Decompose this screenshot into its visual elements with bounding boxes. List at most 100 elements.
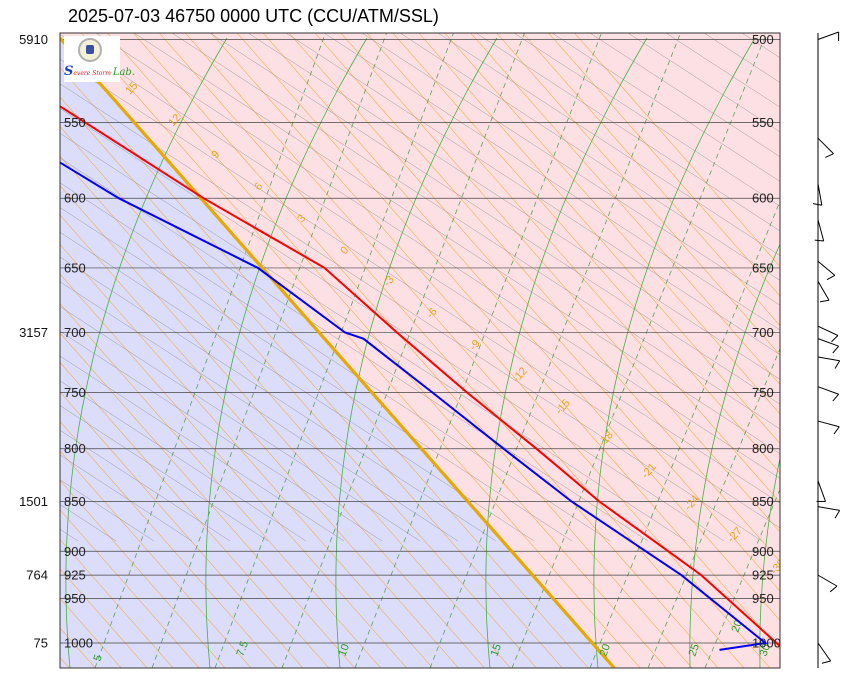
pressure-label-left: 1000 [64,636,93,651]
wind-barb [812,183,823,206]
wind-barb-staff [817,574,838,587]
isotherm-line [60,185,485,668]
isotherm-line [60,126,537,668]
isotherm-line [60,214,459,668]
lab-logo: Severe Storm Lab. [64,36,135,82]
isotherm-line [444,33,780,415]
wind-barb-staff [817,325,839,336]
pressure-label-right: 1000 [752,636,781,651]
pressure-label-left: 800 [64,441,86,456]
wind-barb-flag [834,510,841,519]
dry-adiabat-grey [60,454,193,542]
pressure-label-right: 500 [752,32,774,47]
pressure-label-left: 900 [64,544,86,559]
pressure-label-right: 925 [752,568,774,583]
dry-adiabat-grey [247,33,780,380]
pressure-label-right: 850 [752,494,774,509]
isotherm-line [158,33,719,668]
dry-adiabat-grey [60,207,573,542]
dry-adiabat-grey [60,182,611,542]
wind-barb [817,338,840,354]
isotherm-line [81,33,641,668]
isotherm-line [548,33,780,297]
height-label: 5910 [19,32,48,47]
isotherm-line [366,33,780,503]
dry-adiabat-grey [60,405,269,542]
wind-barb [817,280,830,303]
dry-adiabat-grey [171,33,780,430]
mixing-ratio-line [511,33,767,668]
wind-barb-flag [832,393,840,402]
dry-adiabat-grey [60,281,459,542]
adiabat-label: 5 [92,653,105,663]
dry-adiabat-grey [475,33,780,232]
isotherm-line [60,67,589,668]
isotherm-line [574,33,780,267]
pressure-label-right: 700 [752,325,774,340]
mixing-ratio-label: -30 [768,557,788,577]
dry-adiabat-grey [60,108,725,542]
pressure-label-right: 800 [752,441,774,456]
wind-barb-staff [817,137,834,155]
isotherm-line [60,96,563,668]
dry-adiabat-grey [0,33,40,541]
wind-barb-staff [817,642,832,662]
isotherm-line [60,244,434,668]
wind-barb-flag [812,203,822,206]
dry-adiabat-grey [60,132,687,542]
isotherm-line [60,509,200,668]
wind-barb [817,386,840,402]
saturated-adiabat [65,37,228,668]
wind-barb-staff [817,219,825,242]
wind-barb-flag [832,345,840,354]
wind-barb [817,137,834,158]
isotherm-line [314,33,780,562]
dry-adiabat-grey [818,33,850,541]
isotherm-line [0,23,26,678]
isotherm-line [470,33,780,385]
saturated-adiabat [335,37,498,668]
isotherm-line [522,33,780,326]
dry-adiabat-grey [323,33,780,331]
dry-adiabat-grey [60,157,649,542]
dry-adiabat-grey [209,33,780,405]
dry-adiabat-grey [60,58,780,529]
dry-adiabat-grey [133,33,780,455]
dry-adiabat-grey [60,306,421,542]
isotherm-line [60,421,278,668]
height-label: 3157 [19,325,48,340]
wind-barb-staff [817,338,839,347]
cold-region [60,33,615,668]
isotherm-line [60,332,356,668]
wind-barb-flag [821,660,831,664]
wind-barb-flag [825,153,834,158]
dry-adiabat-grey [95,33,780,479]
isotherm-line [392,33,780,474]
isotherm-line [60,303,382,668]
wind-barb-staff [817,480,826,502]
isotherm-line [60,450,252,668]
pressure-label-left: 650 [64,260,86,275]
wind-barb-flag [826,274,836,281]
adiabat-label: 30 [758,642,773,658]
wind-barb-staff [817,260,836,276]
wind-barb-staff [817,506,840,511]
isotherm-line [60,362,330,668]
dry-adiabat-grey [513,33,780,207]
dry-adiabat-grey [437,33,780,257]
wind-barb [817,325,839,343]
isotherm-line [262,33,780,621]
mixing-ratio-line [429,33,681,668]
logo-seal-icon [78,38,102,62]
saturated-adiabat [205,37,368,668]
wind-barb [817,574,838,593]
isotherm-line [60,479,226,668]
dry-adiabat-grey [60,380,307,542]
pressure-label-right: 650 [752,260,774,275]
pressure-label-left: 950 [64,591,86,606]
dry-adiabat-grey [60,355,345,542]
isotherm-line [210,33,771,668]
pressure-label-left: 850 [64,494,86,509]
pressure-label-left: 550 [64,115,86,130]
